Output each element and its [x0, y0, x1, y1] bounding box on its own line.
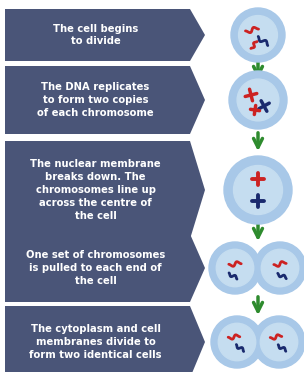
Circle shape [229, 71, 287, 129]
Polygon shape [5, 141, 205, 239]
Circle shape [216, 249, 254, 287]
Circle shape [218, 323, 256, 361]
Text: The DNA replicates
to form two copies
of each chromosome: The DNA replicates to form two copies of… [37, 82, 154, 118]
Polygon shape [5, 234, 205, 302]
Text: The cell begins
to divide: The cell begins to divide [53, 23, 138, 46]
Circle shape [224, 156, 292, 224]
Text: One set of chromosomes
is pulled to each end of
the cell: One set of chromosomes is pulled to each… [26, 250, 165, 286]
Text: The nuclear membrane
breaks down. The
chromosomes line up
across the centre of
t: The nuclear membrane breaks down. The ch… [30, 159, 161, 221]
Circle shape [211, 316, 263, 368]
Circle shape [209, 242, 261, 294]
Polygon shape [5, 66, 205, 134]
Circle shape [260, 323, 298, 361]
Circle shape [261, 249, 299, 287]
Circle shape [239, 16, 278, 54]
Polygon shape [5, 306, 205, 372]
Circle shape [253, 316, 304, 368]
Circle shape [233, 166, 282, 215]
Circle shape [254, 242, 304, 294]
Circle shape [231, 8, 285, 62]
Text: The cytoplasm and cell
membranes divide to
form two identical cells: The cytoplasm and cell membranes divide … [29, 324, 162, 360]
Polygon shape [5, 9, 205, 61]
Circle shape [237, 79, 279, 121]
